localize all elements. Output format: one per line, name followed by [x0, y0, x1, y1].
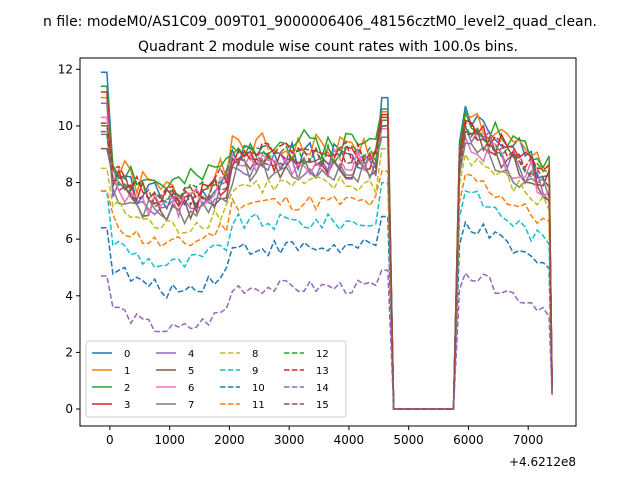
x-axis: 0 1000 2000 3000 4000 5000 6000 7000	[106, 426, 543, 447]
x-tick-label: 4000	[334, 433, 365, 447]
y-tick-label: 6	[65, 232, 73, 246]
legend-label-2: 2	[124, 383, 130, 394]
x-tick-label: 0	[106, 433, 114, 447]
y-axis: 0 2 4 6 8 10 12	[58, 62, 80, 416]
x-tick-label: 2000	[214, 433, 245, 447]
series-line-8	[100, 147, 553, 410]
series-line-6	[100, 116, 553, 410]
legend-label-11: 11	[252, 400, 265, 411]
legend-label-6: 6	[188, 383, 194, 394]
legend-label-3: 3	[124, 400, 130, 411]
series-line-13	[100, 116, 553, 410]
y-tick-label: 4	[65, 289, 73, 303]
series-line-14	[100, 269, 553, 410]
y-tick-label: 8	[65, 176, 73, 190]
x-tick-label: 1000	[154, 433, 185, 447]
x-tick-label: 5000	[393, 433, 424, 447]
legend-box	[85, 340, 347, 418]
plot-frame	[79, 57, 577, 427]
series-line-10	[100, 215, 553, 410]
legend-label-7: 7	[188, 400, 194, 411]
legend-label-4: 4	[188, 349, 194, 360]
y-tick-label: 2	[65, 345, 73, 359]
legend-label-9: 9	[252, 366, 258, 377]
x-tick-label: 3000	[274, 433, 305, 447]
legend-label-15: 15	[316, 400, 329, 411]
chart-suptitle: n file: modeM0/AS1C09_009T01_9000006406_…	[43, 14, 597, 30]
legend-label-12: 12	[316, 349, 329, 360]
series-line-9	[100, 181, 553, 410]
series-line-11	[100, 170, 553, 410]
y-tick-label: 10	[58, 119, 73, 133]
legend-label-0: 0	[124, 349, 130, 360]
legend-label-14: 14	[316, 383, 329, 394]
x-offset-label: +4.6212e8	[509, 455, 576, 469]
x-tick-label: 6000	[453, 433, 484, 447]
series-layer	[100, 71, 553, 410]
legend-label-10: 10	[252, 383, 265, 394]
series-line-15	[100, 125, 553, 410]
y-tick-label: 12	[58, 62, 73, 76]
legend-label-1: 1	[124, 366, 130, 377]
legend-label-5: 5	[188, 366, 194, 377]
series-line-12	[100, 119, 553, 410]
series-line-7	[100, 133, 553, 410]
chart-title: Quadrant 2 module wise count rates with …	[138, 39, 518, 55]
y-tick-label: 0	[65, 402, 73, 416]
legend-label-8: 8	[252, 349, 258, 360]
series-line-4	[100, 102, 553, 410]
x-tick-label: 7000	[513, 433, 544, 447]
legend-label-13: 13	[316, 366, 329, 377]
